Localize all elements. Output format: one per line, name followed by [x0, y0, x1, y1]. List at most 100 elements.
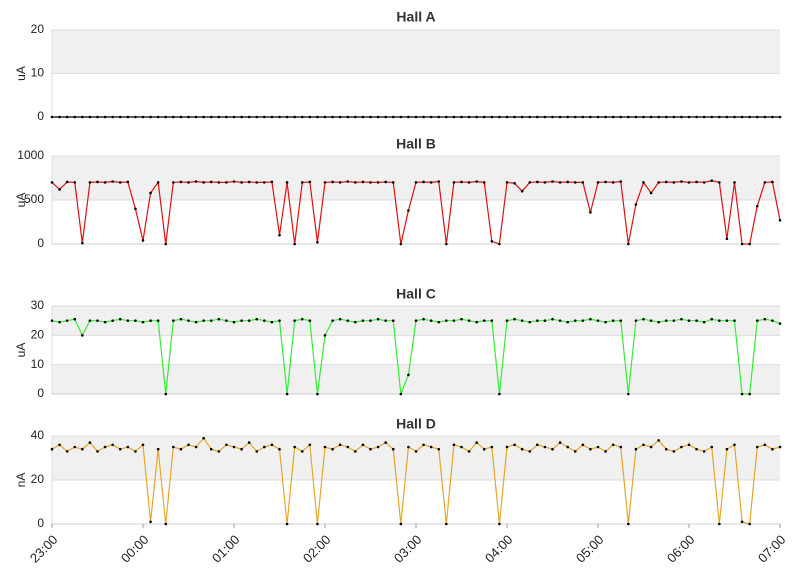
data-point: [437, 115, 441, 119]
data-point: [73, 445, 77, 449]
data-point: [672, 181, 676, 184]
data-point: [528, 181, 532, 184]
data-point: [293, 319, 296, 322]
data-point: [187, 115, 190, 119]
data-point: [778, 218, 782, 222]
grid-band: [52, 156, 780, 200]
data-point: [285, 392, 289, 396]
data-point: [445, 115, 448, 119]
y-axis-label: uA: [14, 66, 28, 81]
data-point: [65, 115, 69, 119]
data-point: [141, 239, 145, 242]
data-point: [627, 522, 630, 526]
data-point: [649, 115, 653, 119]
data-point: [278, 319, 281, 322]
y-tick-label: 10: [31, 357, 45, 371]
data-point: [528, 450, 532, 453]
data-point: [505, 319, 509, 322]
data-point: [475, 180, 478, 183]
data-point: [369, 181, 372, 184]
data-point: [634, 203, 638, 206]
data-point: [407, 209, 410, 212]
data-point: [596, 115, 600, 119]
data-point: [126, 445, 130, 449]
data-point: [164, 242, 168, 246]
data-point: [680, 115, 683, 119]
data-point: [452, 443, 456, 447]
data-point: [771, 319, 774, 322]
data-point: [149, 191, 152, 195]
data-point: [285, 522, 289, 526]
data-point: [88, 319, 92, 322]
data-point: [664, 319, 668, 322]
x-tick-label: 05:00: [573, 532, 607, 566]
data-point: [300, 450, 304, 453]
data-point: [270, 115, 274, 119]
data-point: [209, 180, 213, 184]
data-point: [672, 450, 676, 453]
data-point: [391, 447, 395, 451]
data-point: [445, 522, 448, 526]
data-point: [528, 320, 532, 324]
data-point: [278, 447, 281, 451]
data-point: [687, 181, 691, 184]
data-point: [134, 319, 137, 322]
data-point: [399, 115, 403, 119]
data-point: [490, 445, 494, 449]
data-point: [718, 115, 721, 119]
data-point: [490, 240, 494, 243]
data-point: [627, 242, 630, 246]
data-point: [475, 320, 478, 324]
data-point: [149, 115, 152, 119]
data-point: [498, 242, 501, 246]
data-point: [202, 181, 205, 184]
data-point: [505, 181, 509, 184]
data-point: [482, 115, 486, 119]
data-point: [194, 320, 198, 324]
data-point: [475, 115, 478, 119]
grid-band: [52, 436, 780, 480]
data-point: [58, 188, 61, 191]
x-tick-label: 06:00: [664, 532, 698, 566]
data-point: [73, 115, 77, 119]
data-point: [634, 319, 638, 322]
data-point: [263, 181, 266, 184]
data-point: [399, 242, 403, 246]
data-point: [573, 319, 577, 322]
data-point: [619, 445, 623, 449]
data-point: [96, 319, 99, 322]
data-point: [460, 317, 463, 321]
data-point: [596, 181, 600, 184]
data-point: [649, 445, 653, 449]
data-point: [187, 443, 190, 447]
y-tick-label: 40: [31, 428, 45, 442]
data-point: [710, 179, 714, 182]
y-tick-label: 0: [37, 109, 44, 123]
data-point: [558, 115, 562, 119]
data-point: [482, 447, 486, 451]
data-point: [513, 317, 516, 321]
data-point: [718, 319, 721, 322]
data-point: [323, 115, 327, 119]
y-tick-label: 500: [24, 192, 44, 206]
data-point: [376, 445, 380, 449]
data-point: [657, 115, 660, 119]
data-point: [748, 522, 751, 526]
data-point: [619, 319, 623, 322]
data-point: [422, 180, 425, 184]
data-point: [118, 181, 122, 184]
data-point: [642, 317, 645, 321]
data-point: [172, 319, 175, 322]
data-point: [141, 115, 145, 119]
data-point: [437, 180, 441, 183]
data-point: [202, 436, 205, 440]
data-point: [141, 320, 145, 324]
data-point: [111, 319, 114, 322]
data-point: [354, 450, 357, 453]
data-point: [126, 180, 130, 184]
data-point: [73, 181, 77, 184]
data-point: [528, 115, 532, 119]
data-point: [634, 115, 638, 119]
data-point: [482, 319, 486, 322]
data-point: [551, 317, 554, 321]
